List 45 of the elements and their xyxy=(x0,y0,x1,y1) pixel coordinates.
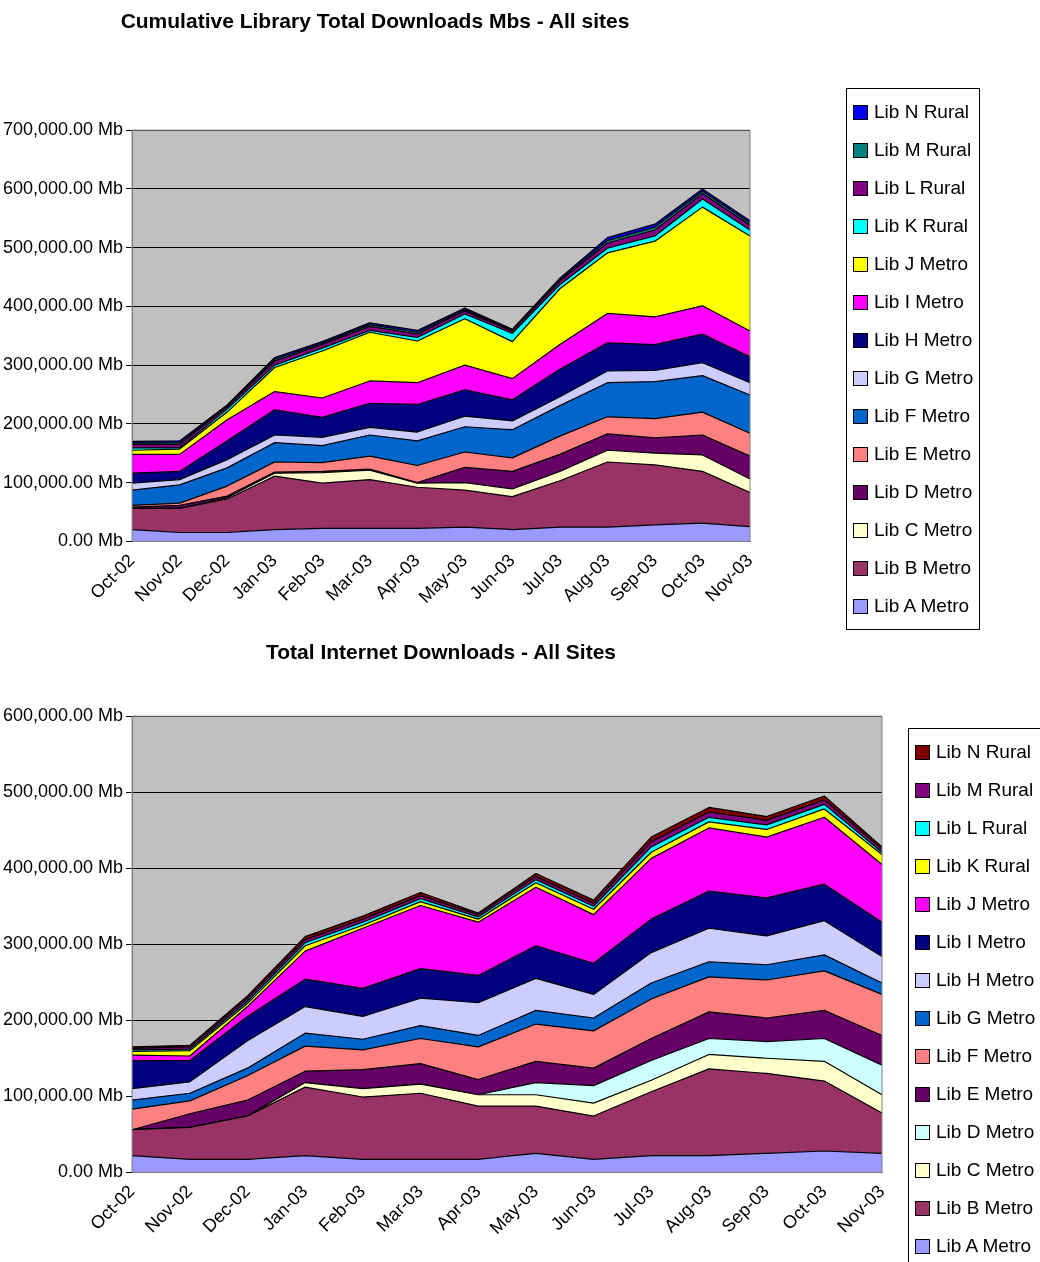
legend-label: Lib B Metro xyxy=(936,1197,1034,1219)
legend-label: Lib L Rural xyxy=(936,817,1028,839)
legend-label: Lib C Metro xyxy=(936,1159,1035,1181)
y-tick-label: 500,000.00 Mb xyxy=(3,236,124,257)
legend-label: Lib K Rural xyxy=(936,855,1030,877)
legend-label: Lib H Metro xyxy=(936,969,1035,991)
y-tick-label: 400,000.00 Mb xyxy=(3,295,124,316)
y-tick-label: 0.00 Mb xyxy=(58,530,124,551)
legend-label: Lib H Metro xyxy=(874,329,973,351)
chart-title: Total Internet Downloads - All Sites xyxy=(265,640,617,664)
y-tick-label: 100,000.00 Mb xyxy=(3,471,124,492)
legend-label: Lib N Rural xyxy=(936,741,1032,763)
legend-label: Lib I Metro xyxy=(874,291,964,313)
legend-label: Lib J Metro xyxy=(874,253,968,275)
legend-label: Lib M Rural xyxy=(936,779,1034,801)
legend-label: Lib D Metro xyxy=(936,1121,1035,1143)
legend-label: Lib B Metro xyxy=(874,557,972,579)
legend-label: Lib F Metro xyxy=(874,405,971,427)
y-tick-label: 600,000.00 Mb xyxy=(3,705,124,726)
y-tick-label: 500,000.00 Mb xyxy=(3,781,124,802)
y-tick-label: 300,000.00 Mb xyxy=(3,933,124,954)
legend-label: Lib A Metro xyxy=(874,595,970,617)
y-tick-label: 0.00 Mb xyxy=(58,1161,124,1182)
legend-label: Lib J Metro xyxy=(936,893,1030,915)
y-tick-label: 700,000.00 Mb xyxy=(3,119,124,140)
y-tick-label: 200,000.00 Mb xyxy=(3,412,124,433)
legend-label: Lib C Metro xyxy=(874,519,973,541)
legend-label: Lib G Metro xyxy=(936,1007,1036,1029)
legend-label: Lib M Rural xyxy=(874,139,972,161)
legend-label: Lib D Metro xyxy=(874,481,973,503)
y-tick-label: 100,000.00 Mb xyxy=(3,1085,124,1106)
legend-label: Lib E Metro xyxy=(874,443,972,465)
legend-label: Lib L Rural xyxy=(874,177,966,199)
legend-label: Lib K Rural xyxy=(874,215,968,237)
legend-label: Lib E Metro xyxy=(936,1083,1034,1105)
y-tick-label: 300,000.00 Mb xyxy=(3,354,124,375)
y-tick-label: 600,000.00 Mb xyxy=(3,177,124,198)
legend-label: Lib F Metro xyxy=(936,1045,1033,1067)
legend-label: Lib I Metro xyxy=(936,931,1026,953)
chart-title: Cumulative Library Total Downloads Mbs - All sites xyxy=(120,9,630,33)
legend-label: Lib G Metro xyxy=(874,367,974,389)
y-tick-label: 200,000.00 Mb xyxy=(3,1009,124,1030)
legend-label: Lib A Metro xyxy=(936,1235,1032,1257)
legend-label: Lib N Rural xyxy=(874,101,970,123)
y-tick-label: 400,000.00 Mb xyxy=(3,857,124,878)
